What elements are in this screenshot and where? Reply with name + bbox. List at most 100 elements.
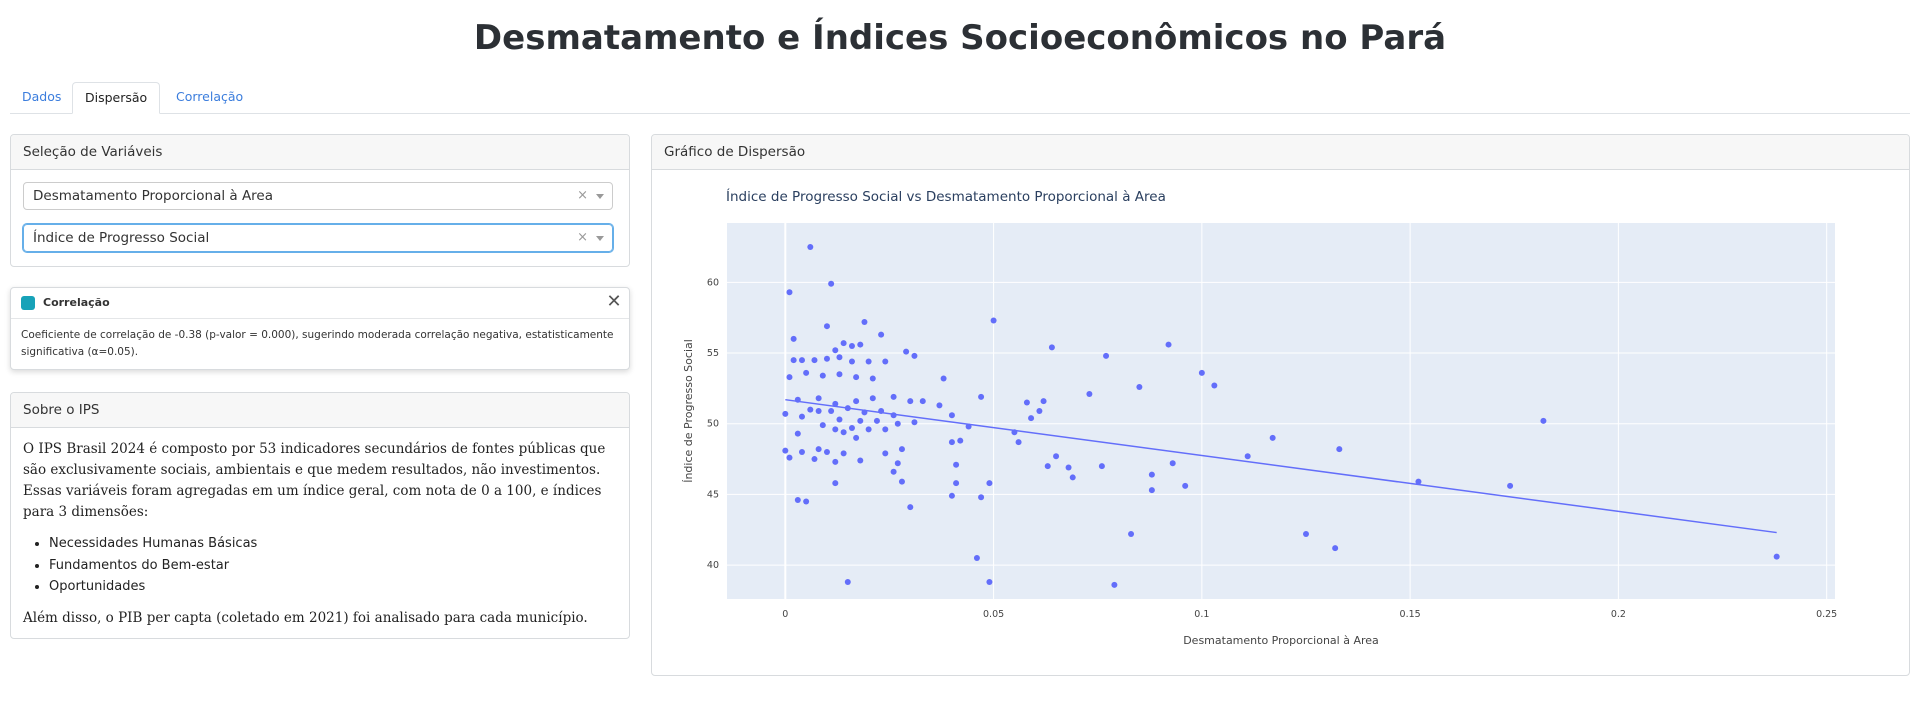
data-point[interactable] [973, 555, 980, 562]
data-point[interactable] [882, 426, 889, 433]
data-point[interactable] [798, 448, 805, 455]
data-point[interactable] [1036, 408, 1043, 414]
data-point[interactable] [1028, 415, 1035, 422]
data-point[interactable] [857, 417, 864, 424]
data-point[interactable] [823, 355, 830, 362]
y-variable-select[interactable]: Índice de Progresso Social × [23, 224, 613, 252]
data-point[interactable] [1148, 487, 1155, 494]
data-point[interactable] [823, 323, 830, 330]
data-point[interactable] [790, 335, 797, 342]
data-point[interactable] [786, 454, 793, 461]
data-point[interactable] [853, 374, 860, 381]
data-point[interactable] [865, 358, 872, 365]
data-point[interactable] [957, 437, 964, 444]
data-point[interactable] [865, 426, 872, 433]
data-point[interactable] [848, 358, 855, 365]
data-point[interactable] [1269, 434, 1276, 441]
data-point[interactable] [894, 460, 901, 467]
data-point[interactable] [832, 458, 839, 465]
data-point[interactable] [907, 504, 914, 511]
data-point[interactable] [836, 354, 843, 361]
data-point[interactable] [853, 398, 860, 405]
y-variable-clear-icon[interactable]: × [577, 230, 588, 245]
data-point[interactable] [828, 408, 835, 414]
data-point[interactable] [919, 398, 926, 405]
data-point[interactable] [940, 375, 947, 382]
data-point[interactable] [803, 498, 810, 505]
data-point[interactable] [786, 289, 793, 296]
data-point[interactable] [861, 318, 868, 325]
data-point[interactable] [898, 446, 905, 453]
data-point[interactable] [811, 456, 818, 463]
data-point[interactable] [890, 393, 897, 400]
data-point[interactable] [815, 408, 822, 414]
data-point[interactable] [878, 408, 885, 414]
data-point[interactable] [832, 426, 839, 433]
data-point[interactable] [869, 395, 876, 402]
y-variable-chevron-down-icon[interactable] [596, 236, 604, 241]
data-point[interactable] [807, 406, 814, 413]
scatter-chart[interactable]: Índice de Progresso Social vs Desmatamen… [652, 170, 1909, 676]
data-point[interactable] [1128, 530, 1135, 537]
data-point[interactable] [890, 468, 897, 475]
data-point[interactable] [798, 357, 805, 364]
data-point[interactable] [1211, 382, 1218, 389]
data-point[interactable] [878, 331, 885, 338]
data-point[interactable] [786, 374, 793, 381]
data-point[interactable] [948, 492, 955, 499]
data-point[interactable] [1336, 446, 1343, 453]
data-point[interactable] [836, 416, 843, 423]
data-point[interactable] [1773, 553, 1780, 560]
data-point[interactable] [1086, 391, 1093, 398]
data-point[interactable] [803, 369, 810, 376]
data-point[interactable] [823, 448, 830, 455]
data-point[interactable] [965, 423, 972, 430]
plot-area[interactable] [727, 223, 1835, 599]
data-point[interactable] [1023, 399, 1030, 406]
data-point[interactable] [948, 439, 955, 446]
data-point[interactable] [857, 457, 864, 464]
data-point[interactable] [1111, 581, 1118, 588]
data-point[interactable] [794, 430, 801, 437]
data-point[interactable] [798, 413, 805, 420]
data-point[interactable] [890, 412, 897, 419]
data-point[interactable] [986, 480, 993, 487]
data-point[interactable] [828, 280, 835, 287]
data-point[interactable] [986, 579, 993, 586]
data-point[interactable] [840, 429, 847, 436]
data-point[interactable] [844, 405, 851, 412]
data-point[interactable] [898, 478, 905, 485]
data-point[interactable] [844, 579, 851, 586]
x-variable-chevron-down-icon[interactable] [596, 194, 604, 199]
data-point[interactable] [948, 412, 955, 419]
data-point[interactable] [1044, 463, 1051, 470]
data-point[interactable] [907, 398, 914, 405]
data-point[interactable] [990, 317, 997, 324]
data-point[interactable] [840, 340, 847, 347]
data-point[interactable] [861, 409, 868, 416]
data-point[interactable] [815, 446, 822, 453]
data-point[interactable] [1053, 453, 1060, 460]
data-point[interactable] [853, 434, 860, 441]
tab-dispersao[interactable]: Dispersão [72, 82, 161, 114]
tab-correlacao[interactable]: Correlação [176, 89, 244, 104]
data-point[interactable] [832, 347, 839, 354]
data-point[interactable] [832, 480, 839, 487]
data-point[interactable] [978, 393, 985, 400]
data-point[interactable] [1040, 398, 1047, 405]
data-point[interactable] [1098, 463, 1105, 470]
data-point[interactable] [857, 341, 864, 348]
data-point[interactable] [1302, 530, 1309, 537]
data-point[interactable] [1198, 369, 1205, 376]
data-point[interactable] [953, 480, 960, 487]
data-point[interactable] [848, 424, 855, 431]
data-point[interactable] [832, 400, 839, 407]
data-point[interactable] [794, 396, 801, 403]
data-point[interactable] [1015, 439, 1022, 446]
data-point[interactable] [1332, 545, 1339, 552]
data-point[interactable] [782, 447, 789, 454]
data-point[interactable] [794, 497, 801, 504]
data-point[interactable] [894, 420, 901, 427]
data-point[interactable] [836, 371, 843, 378]
data-point[interactable] [1136, 383, 1143, 390]
